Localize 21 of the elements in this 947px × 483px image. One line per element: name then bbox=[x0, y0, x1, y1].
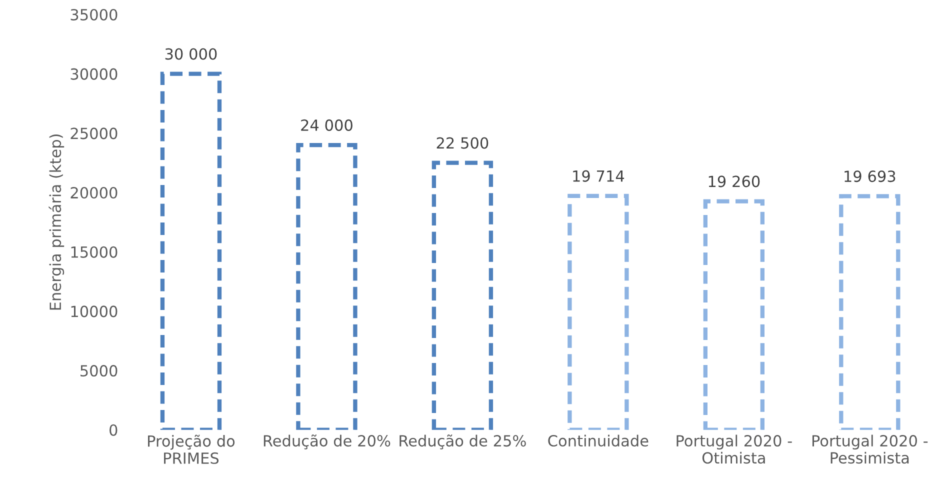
data-label: 22 500 bbox=[436, 137, 488, 149]
y-axis-title: Energia primária (ktep) bbox=[48, 134, 64, 310]
data-label: 19 260 bbox=[708, 176, 760, 188]
x-tick-label: Continuidade bbox=[548, 434, 648, 447]
y-tick-label: 15000 bbox=[71, 246, 118, 258]
y-tick-label: 25000 bbox=[70, 128, 118, 140]
data-label: 19 693 bbox=[844, 170, 896, 182]
data-label: 24 000 bbox=[301, 119, 352, 131]
y-tick-label: 30000 bbox=[70, 68, 118, 80]
x-tick-label: Portugal 2020 - Pessimista bbox=[812, 434, 928, 464]
x-tick-label: Projeção do PRIMES bbox=[148, 434, 235, 464]
y-tick-label: 10000 bbox=[71, 306, 118, 318]
data-label: 30 000 bbox=[165, 48, 217, 60]
x-tick-label: Redução de 20% bbox=[264, 434, 390, 450]
y-tick-label: 0 bbox=[110, 424, 118, 436]
y-tick-label: 20000 bbox=[70, 186, 118, 199]
y-tick-label: 35000 bbox=[70, 8, 118, 21]
y-tick-label: 5000 bbox=[80, 364, 118, 377]
x-tick-label: Portugal 2020 - Otimista bbox=[676, 434, 792, 464]
data-label: 19 714 bbox=[573, 170, 624, 182]
x-tick-label: Redução de 25% bbox=[400, 434, 526, 450]
